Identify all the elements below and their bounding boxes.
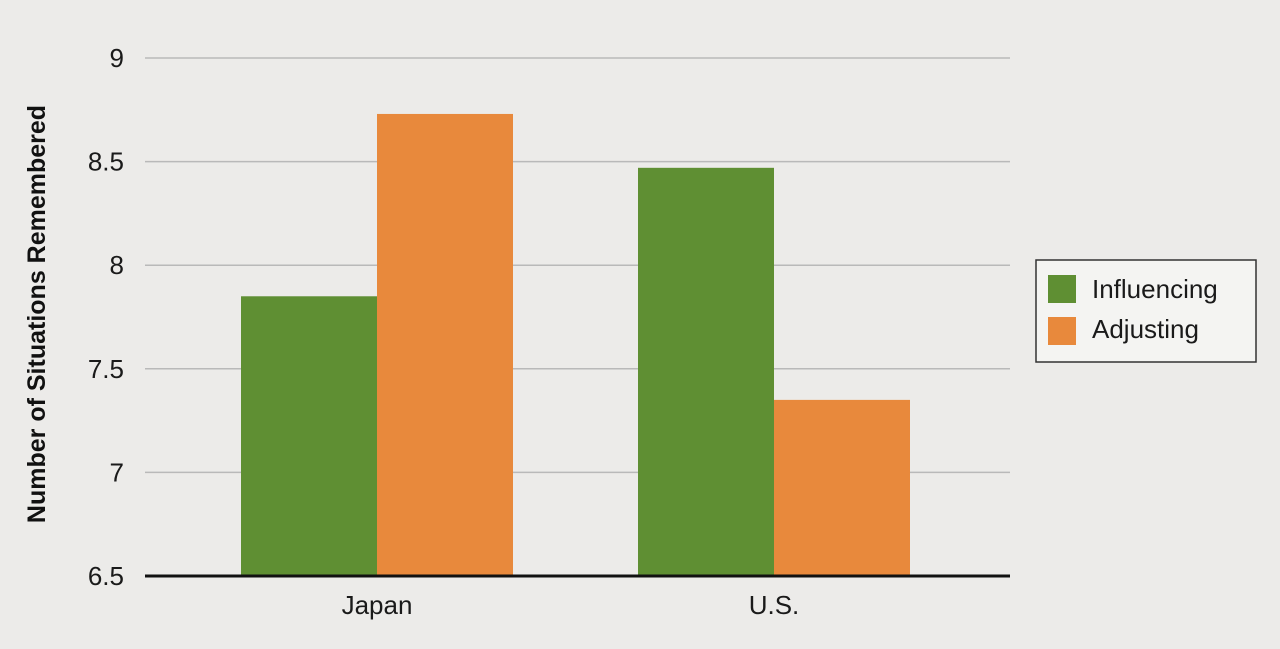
y-tick-label: 8.5 [88, 147, 124, 177]
bars [241, 113, 910, 577]
y-tick-label: 6.5 [88, 561, 124, 591]
y-tick-label: 9 [110, 43, 124, 73]
y-axis-ticks: 9 8.5 8 7.5 7 6.5 [88, 43, 124, 591]
x-tick-label: U.S. [749, 590, 800, 620]
x-tick-label: Japan [342, 590, 413, 620]
x-axis-ticks: Japan U.S. [342, 590, 800, 620]
legend-label-adjusting: Adjusting [1092, 314, 1199, 344]
legend-label-influencing: Influencing [1092, 274, 1218, 304]
legend-swatch-influencing [1048, 275, 1076, 303]
bar-japan-adjusting [377, 113, 513, 576]
y-axis-label: Number of Situations Remembered [23, 105, 51, 523]
legend-swatch-adjusting [1048, 317, 1076, 345]
bar-us-influencing [638, 167, 774, 577]
legend: Influencing Adjusting [1035, 259, 1257, 363]
y-tick-label: 7.5 [88, 354, 124, 384]
y-tick-label: 8 [110, 250, 124, 280]
bar-us-adjusting [774, 399, 910, 576]
y-tick-label: 7 [110, 457, 124, 487]
bar-japan-influencing [241, 296, 377, 576]
